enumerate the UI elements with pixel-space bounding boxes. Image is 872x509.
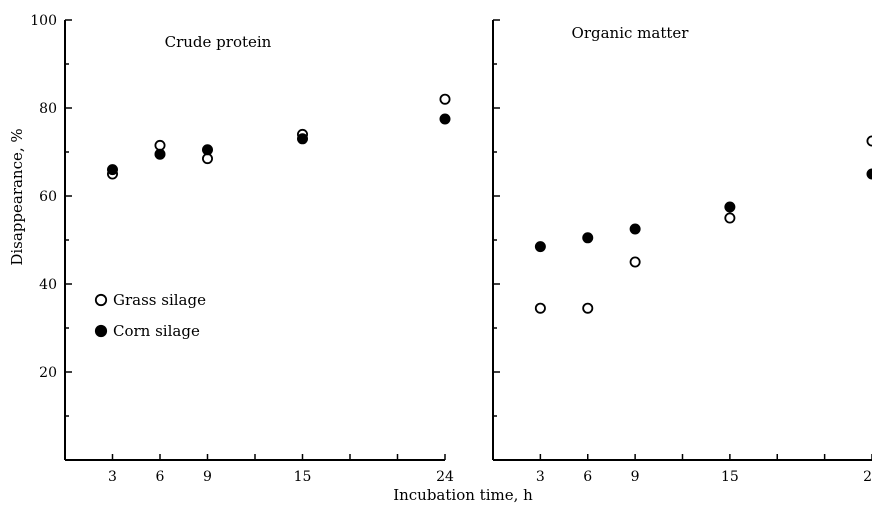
panel-crude-protein: 20 40 60 80 100 3 6 9 15 24 Crude protein [30,13,454,485]
panel-organic-matter: 3 6 9 15 24 Organic matter [493,20,872,485]
x-tick-label: 9 [203,469,212,485]
x-tick-label: 6 [156,469,165,485]
grass-silage-point [583,304,592,313]
legend-entry-label: Corn silage [113,322,200,340]
grass-silage-legend-marker [96,295,106,305]
corn-silage-point [298,134,307,143]
grass-silage-point [867,136,872,145]
grass-silage-point [155,141,164,150]
y-axis-label: Disappearance, % [8,128,26,265]
y-tick-label: 100 [30,13,57,29]
x-tick-label: 15 [294,469,312,485]
grass-silage-point [440,95,449,104]
corn-silage-point [536,242,545,251]
grass-silage-point [203,154,212,163]
y-tick-label: 60 [39,189,57,205]
grass-silage-point [631,257,640,266]
corn-silage-point [583,233,592,242]
corn-silage-point [440,114,449,123]
corn-silage-point [867,169,872,178]
corn-silage-point [108,165,117,174]
grass-silage-point [536,304,545,313]
legend-entry-label: Grass silage [113,291,206,309]
corn-silage-point [725,202,734,211]
panel-title: Organic matter [572,24,690,42]
x-tick-label: 15 [721,469,739,485]
legend: Grass silage Corn silage [96,291,206,340]
x-tick-label: 3 [108,469,117,485]
x-tick-label: 9 [631,469,640,485]
x-axis-label: Incubation time, h [393,486,533,504]
x-tick-label: 6 [583,469,592,485]
corn-silage-point [155,150,164,159]
corn-silage-point [203,145,212,154]
x-tick-label: 3 [536,469,545,485]
corn-silage-point [631,224,640,233]
x-tick-label: 24 [436,469,454,485]
panel-title: Crude protein [165,33,272,51]
y-tick-label: 80 [39,101,57,117]
corn-silage-legend-marker [96,326,106,336]
x-tick-label: 24 [863,469,872,485]
y-tick-label: 40 [39,277,57,293]
grass-silage-point [725,213,734,222]
y-tick-label: 20 [39,365,57,381]
